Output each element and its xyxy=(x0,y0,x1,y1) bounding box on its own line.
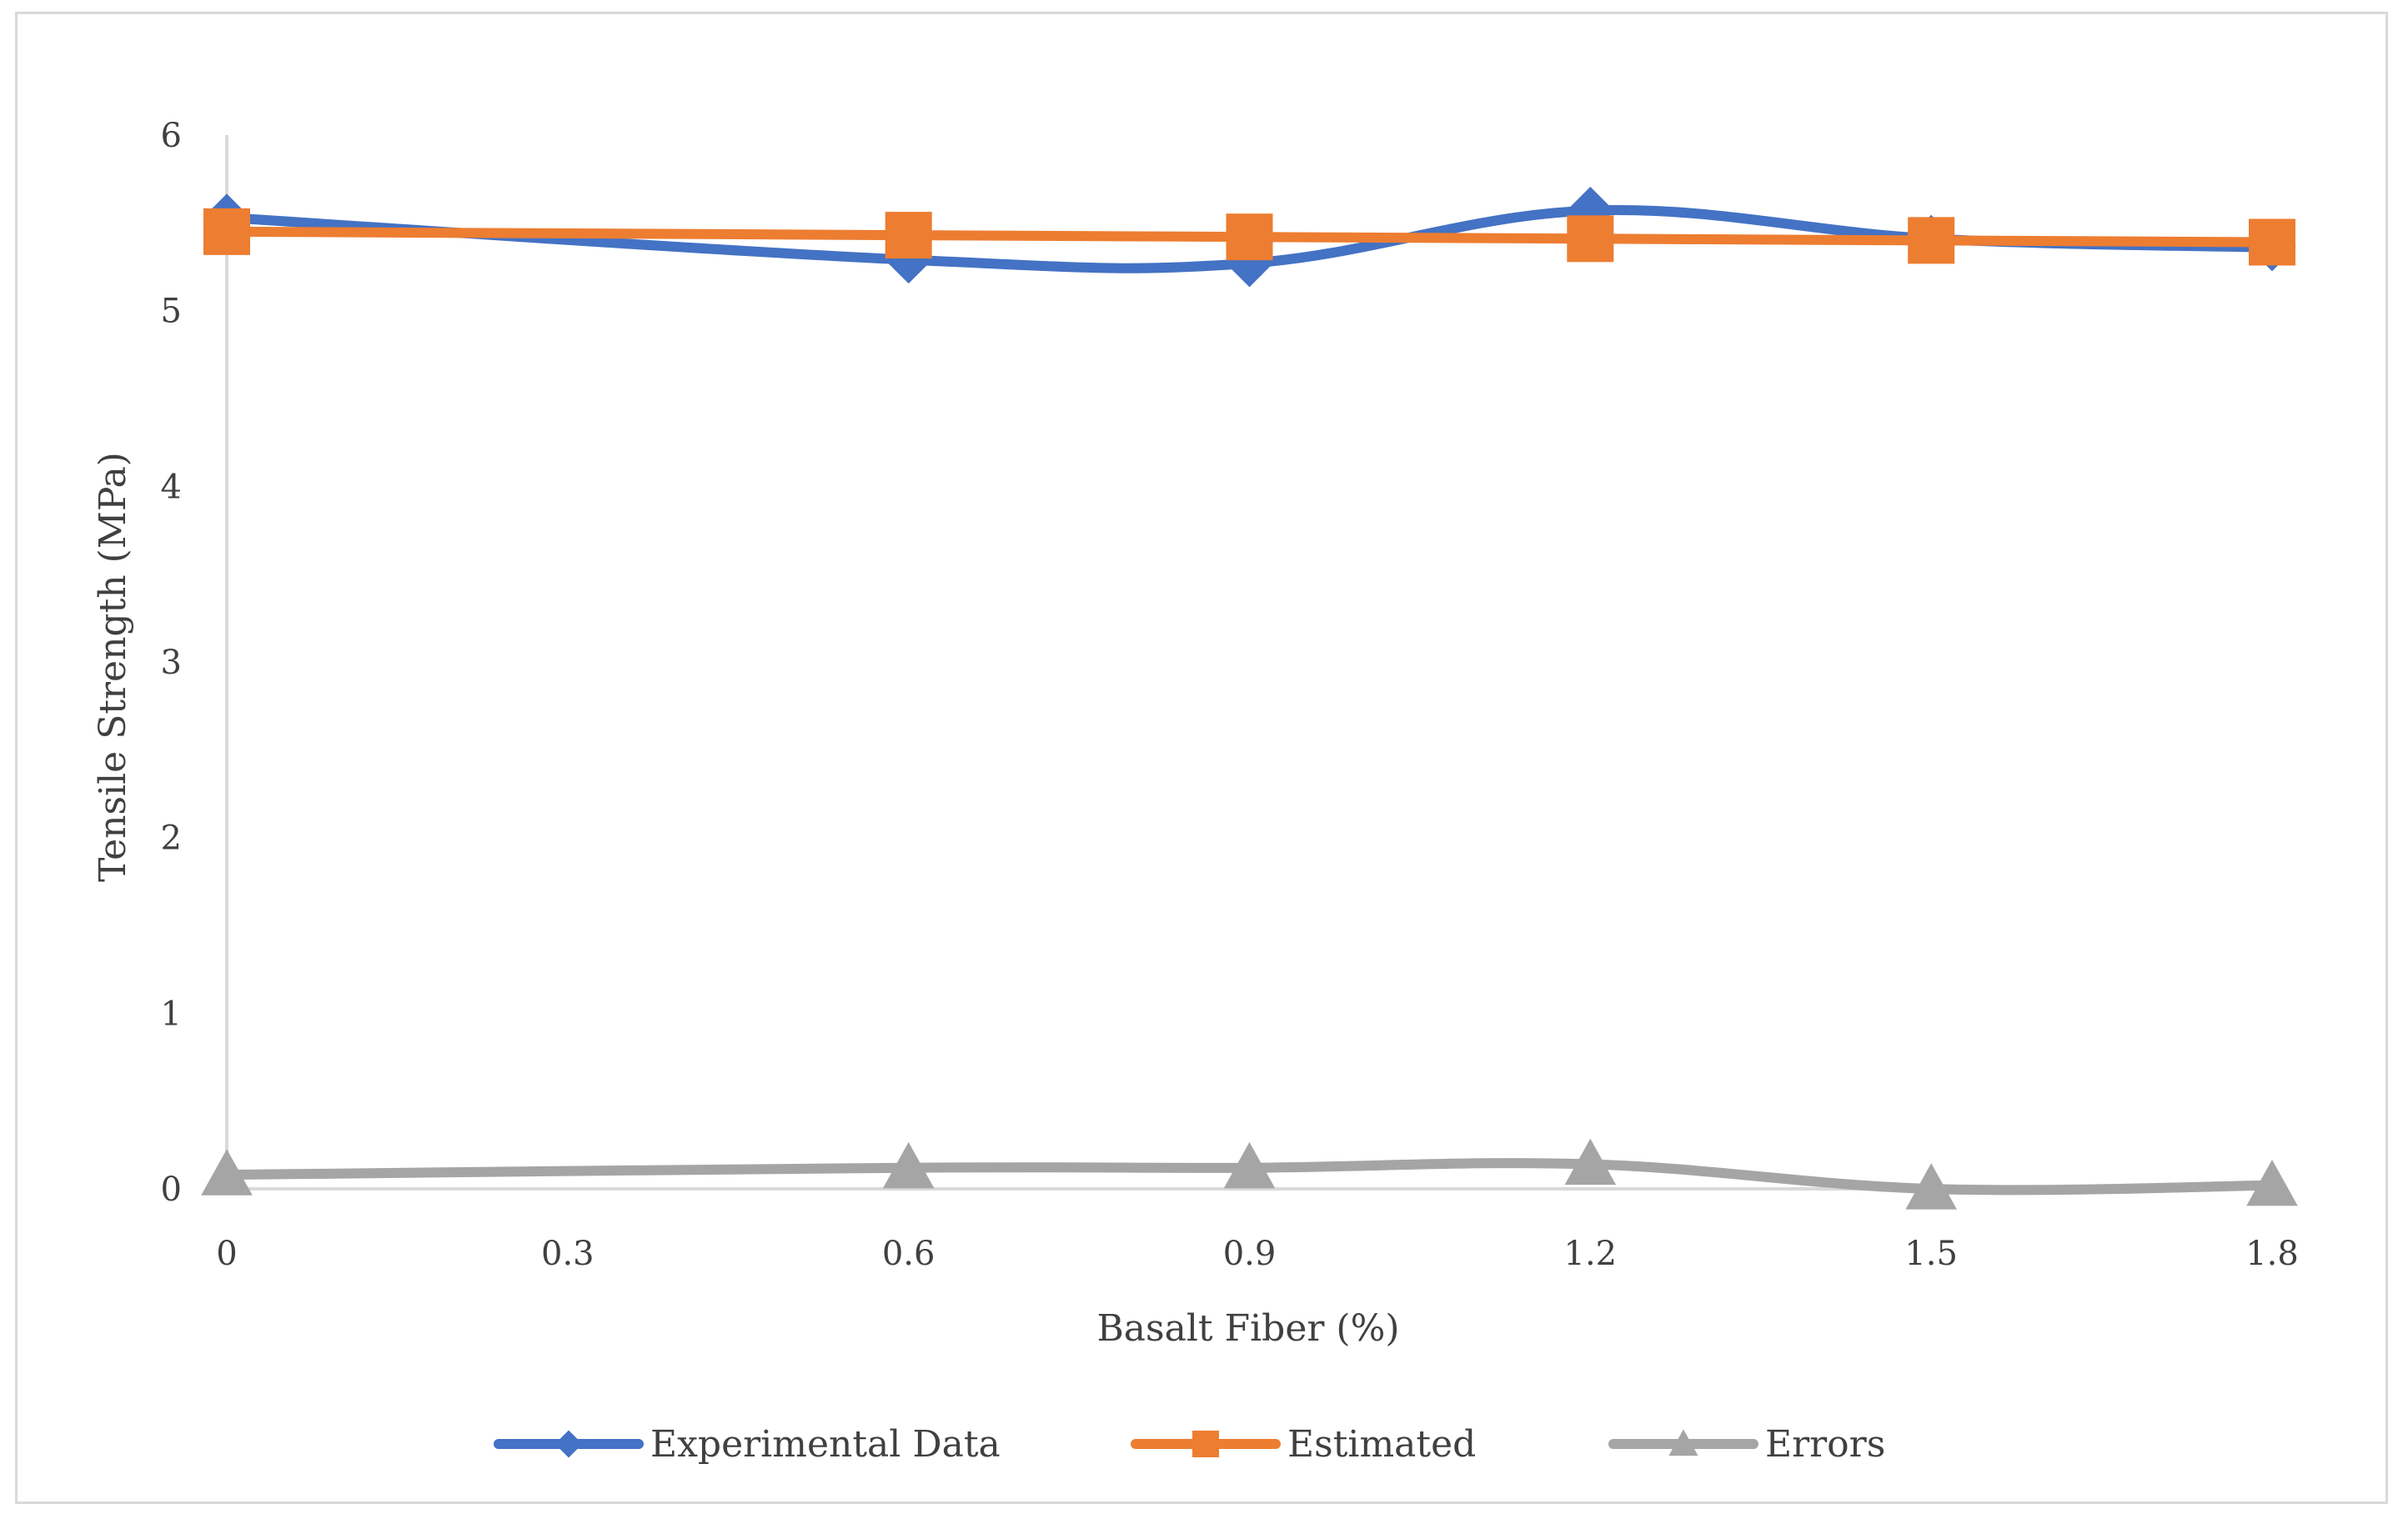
data-point xyxy=(1226,213,1273,261)
x-tick-label: 0.9 xyxy=(1223,1235,1277,1273)
legend-label: Experimental Data xyxy=(650,1423,1001,1466)
legend: Experimental Data Estimated Errors xyxy=(494,1423,1885,1466)
x-tick-label: 0 xyxy=(216,1235,237,1273)
series-line xyxy=(222,226,2277,248)
data-point xyxy=(2246,1159,2298,1206)
x-tick-label: 0.3 xyxy=(541,1235,594,1273)
data-point xyxy=(1225,239,1274,288)
chart-frame xyxy=(15,12,2388,1504)
data-point xyxy=(1567,215,1614,263)
data-point xyxy=(882,1141,935,1189)
y-tick-label: 5 xyxy=(161,293,182,331)
data-point xyxy=(1223,1141,1276,1189)
y-tick-label: 3 xyxy=(161,644,182,682)
series-line xyxy=(222,1158,2277,1196)
series-errors xyxy=(201,1138,2298,1210)
legend-item: Experimental Data xyxy=(494,1423,1001,1466)
data-point xyxy=(1564,1138,1617,1186)
y-tick-label: 2 xyxy=(161,820,182,858)
legend-swatch-marker xyxy=(1668,1429,1698,1456)
legend-item: Errors xyxy=(1608,1423,1885,1466)
x-tick-label: 1.5 xyxy=(1904,1235,1958,1273)
x-axis-title: Basalt Fiber (%) xyxy=(1096,1307,1399,1350)
y-tick-label: 6 xyxy=(161,117,182,155)
data-point xyxy=(885,212,932,259)
y-tick-label: 1 xyxy=(161,995,182,1033)
data-point xyxy=(201,1149,253,1196)
legend-swatch-marker xyxy=(554,1430,583,1458)
series-estimated xyxy=(203,208,2295,266)
legend-swatch-marker xyxy=(1192,1431,1219,1457)
y-tick-label: 0 xyxy=(161,1171,182,1209)
y-tick-label: 4 xyxy=(161,468,182,506)
legend-item: Estimated xyxy=(1131,1423,1476,1466)
x-tick-label: 0.6 xyxy=(882,1235,936,1273)
data-point xyxy=(1905,1163,1957,1210)
legend-label: Estimated xyxy=(1287,1423,1476,1466)
data-point xyxy=(2249,218,2295,266)
data-point xyxy=(1908,217,1955,264)
data-point xyxy=(203,208,250,255)
axes: 0 1 2 3 4 5 6 0 0.3 0.6 0.9 1.2 1.5 1.8 xyxy=(161,117,2299,1273)
y-axis-title: Tensile Strength (MPa) xyxy=(92,452,134,882)
legend-label: Errors xyxy=(1765,1423,1885,1466)
x-tick-label: 1.8 xyxy=(2245,1235,2299,1273)
x-tick-label: 1.2 xyxy=(1564,1235,1618,1273)
series-layer xyxy=(201,186,2298,1210)
